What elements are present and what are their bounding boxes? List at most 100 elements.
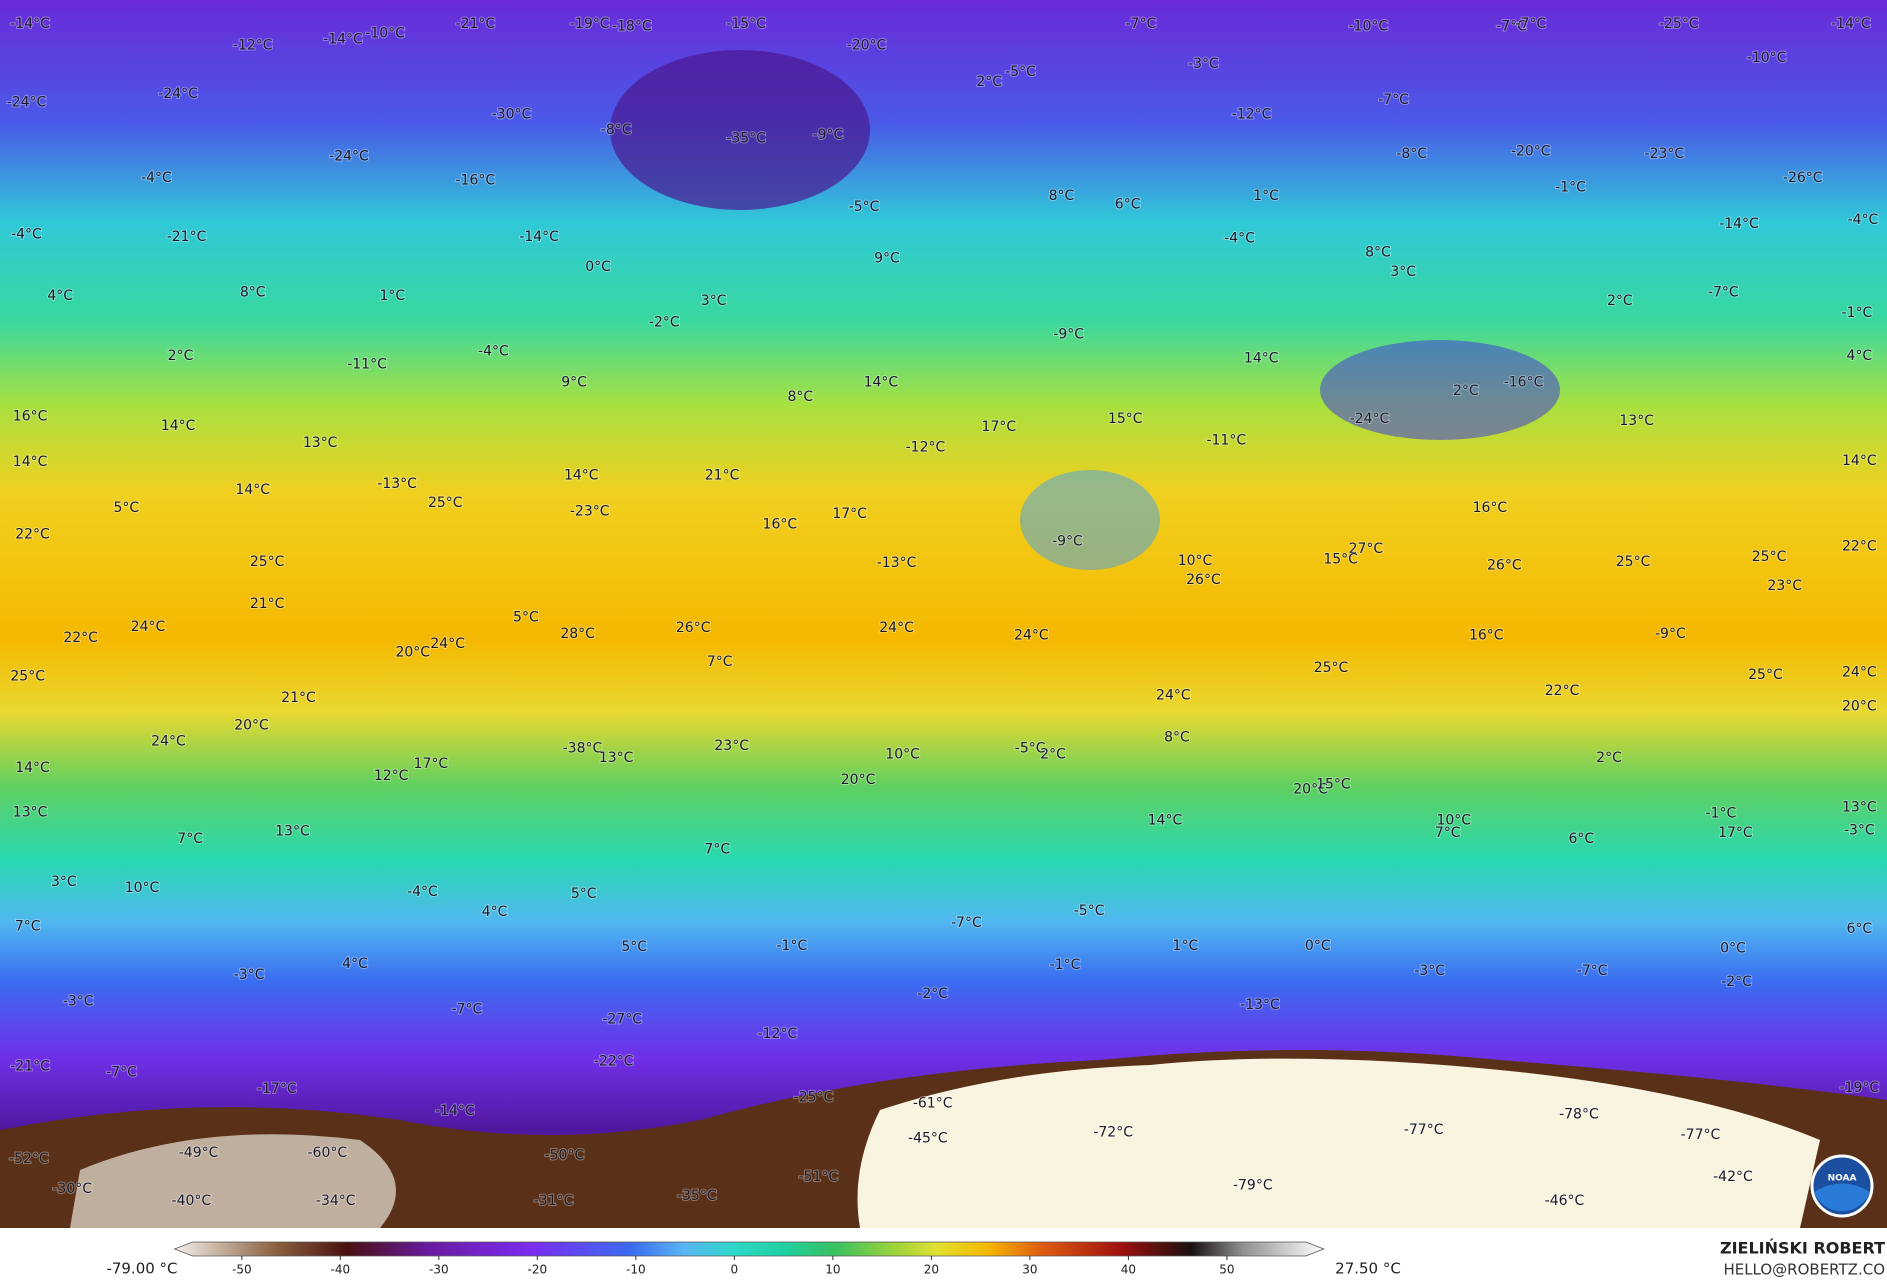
temperature-label: 14°C [13,454,48,470]
temperature-label: -10°C [1348,18,1388,34]
temperature-label: 16°C [1469,627,1504,643]
temperature-label: 6°C [1568,831,1594,847]
temperature-label: -19°C [1839,1080,1879,1096]
temperature-label: -34°C [316,1193,356,1209]
temperature-label: 16°C [1473,500,1508,516]
temperature-label: -11°C [347,357,387,373]
temperature-label: 20°C [234,718,269,734]
colorbar-bar [173,1241,1325,1257]
temperature-label: 26°C [676,620,711,636]
temperature-label: -23°C [570,503,610,519]
temperature-label: 21°C [705,467,740,483]
temperature-label: -24°C [329,148,369,164]
temperature-label: -78°C [1559,1106,1599,1122]
temperature-label: -1°C [1842,305,1873,321]
temperature-label: 14°C [15,760,50,776]
temperature-label: 25°C [1616,554,1651,570]
temperature-label: 2°C [1040,747,1066,763]
colorbar-tick-label: 20 [924,1263,939,1277]
temperature-label: 28°C [560,626,595,642]
temperature-label: -8°C [1396,146,1427,162]
temperature-label: -7°C [452,1002,483,1018]
temperature-label: 25°C [1314,660,1349,676]
temperature-label: 0°C [1720,940,1746,956]
temperature-label: 16°C [13,408,48,424]
temperature-label: -9°C [1655,626,1686,642]
credit-name: ZIELIŃSKI ROBERT [1720,1239,1885,1258]
temperature-label: 22°C [63,630,98,646]
temperature-label: 7°C [704,842,730,858]
temperature-label: 14°C [235,482,270,498]
temperature-label: 10°C [1436,813,1471,829]
label-layer: -14°C-12°C-21°C-14°C -10°C-19°C -18°C -15°C… [6,15,1881,1210]
temperature-label: -31°C [534,1193,574,1209]
temperature-label: 13°C [1619,413,1654,429]
temperature-label: -2°C [917,986,948,1002]
footer [0,1228,1887,1287]
temperature-label: -9°C [1053,327,1084,343]
temperature-label: -5°C [1015,741,1046,757]
temperature-label: -3°C [63,993,94,1009]
temperature-label: 14°C [1148,813,1183,829]
temperature-label: 14°C [161,418,196,434]
temperature-label: 13°C [275,824,310,840]
temperature-label: -15°C [726,16,766,32]
temperature-label: -7°C [1125,16,1156,32]
temperature-label: -10°C [1747,50,1787,66]
temperature-label: -25°C [794,1090,834,1106]
temperature-label: -13°C [877,555,917,571]
temperature-label: 15°C [1108,411,1143,427]
colorbar-tick-label: -10 [626,1263,646,1277]
temperature-label: -35°C [726,130,766,146]
temperature-label: -5°C [1005,64,1036,80]
temperature-label: -3°C [1414,963,1445,979]
credit-email: HELLO@ROBERTZ.CO [1723,1261,1885,1279]
colorbar-tick-label: -20 [528,1263,548,1277]
cold-region [1020,470,1160,570]
temperature-label: 2°C [1453,383,1479,399]
temperature-label: -21°C [456,16,496,32]
temperature-label: -13°C [1240,997,1280,1013]
temperature-label: 9°C [561,375,587,391]
temperature-label: 5°C [571,886,597,902]
temperature-label: 14°C [864,375,899,391]
temperature-label: -20°C [1511,144,1551,160]
temperature-label: -52°C [9,1151,49,1167]
temperature-label: -42°C [1713,1169,1753,1185]
temperature-label: -25°C [1659,16,1699,32]
temperature-label: 10°C [885,747,920,763]
cold-region [610,50,870,210]
temperature-label: -12°C [1232,106,1272,122]
temperature-label: 24°C [1842,665,1877,681]
temperature-label: 14°C [564,467,599,483]
colorbar-tick-label: -50 [232,1263,252,1277]
temperature-label: -2°C [649,315,680,331]
colorbar-tick-label: 50 [1219,1263,1234,1277]
temperature-label: -27°C [602,1011,642,1027]
temperature-label: -16°C [456,173,496,189]
temperature-label: -14°C [1831,16,1871,32]
antarctica-plateau [857,1058,1820,1228]
temperature-label: 4°C [1846,348,1872,364]
temperature-label: 22°C [1842,538,1877,554]
temperature-label: 23°C [714,738,749,754]
temperature-label: -14°C [10,16,50,32]
temperature-label: -30°C [52,1181,92,1197]
temperature-label: -2°C [1721,974,1752,990]
temperature-label: 1°C [379,288,405,304]
temperature-label: 25°C [1752,549,1787,565]
temperature-label: -77°C [1681,1127,1721,1143]
colorbar-tick-label: 10 [825,1263,840,1277]
temperature-label: -5°C [1074,903,1105,919]
temperature-label: -1°C [1555,180,1586,196]
temperature-label: 2°C [1596,750,1622,766]
colorbar-tick-label: 40 [1121,1263,1136,1277]
temperature-label: 17°C [832,506,867,522]
temperature-label: -38°C [563,741,603,757]
temperature-label: -12°C [758,1026,798,1042]
temperature-label: -20°C [847,38,887,54]
temperature-label: 2°C [1607,293,1633,309]
temperature-label: -45°C [908,1130,948,1146]
temperature-label: 3°C [701,293,727,309]
colorbar: -50 -40 -30 -20 -10 0 10 20 30 40 50 [173,1241,1325,1277]
